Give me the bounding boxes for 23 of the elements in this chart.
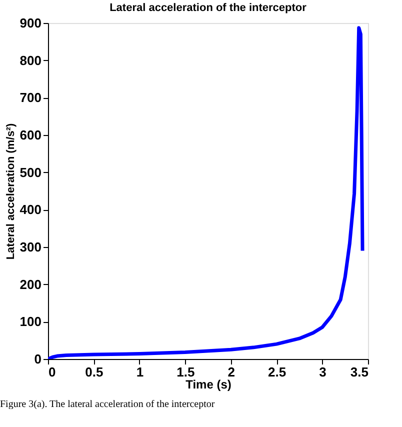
y-tick-label: 400 [20,202,42,218]
x-tick-label: 3 [319,364,326,380]
x-tick-label: 0.5 [85,364,104,380]
y-tick-label: 900 [20,16,42,30]
x-tick-label: 1 [136,364,144,380]
y-tick-label: 0 [34,352,42,366]
y-axis-title: Lateral acceleration (m/s²) [4,123,17,260]
y-tick-label: 100 [20,314,42,330]
y-tick-label: 700 [20,90,42,106]
x-tick-label: 1.5 [176,364,195,380]
y-tick-label: 300 [20,240,42,254]
x-axis-title: Time (s) [186,378,232,392]
caption: Figure 3(a). The lateral acceleration of the interceptor [0,399,216,410]
y-tick-label: 600 [20,128,42,142]
y-tick-label: 500 [20,164,42,180]
y-tick-label: 200 [20,276,42,292]
y-tick-label: 800 [20,52,42,68]
line-series [48,26,364,359]
x-tick-label: 2 [228,364,235,380]
chart-title: Lateral acceleration of the interceptor [110,2,308,14]
x-tick-label: 2.5 [268,364,286,380]
x-tick-label: 0 [48,364,56,380]
x-tick-label: 3.5 [350,364,368,380]
